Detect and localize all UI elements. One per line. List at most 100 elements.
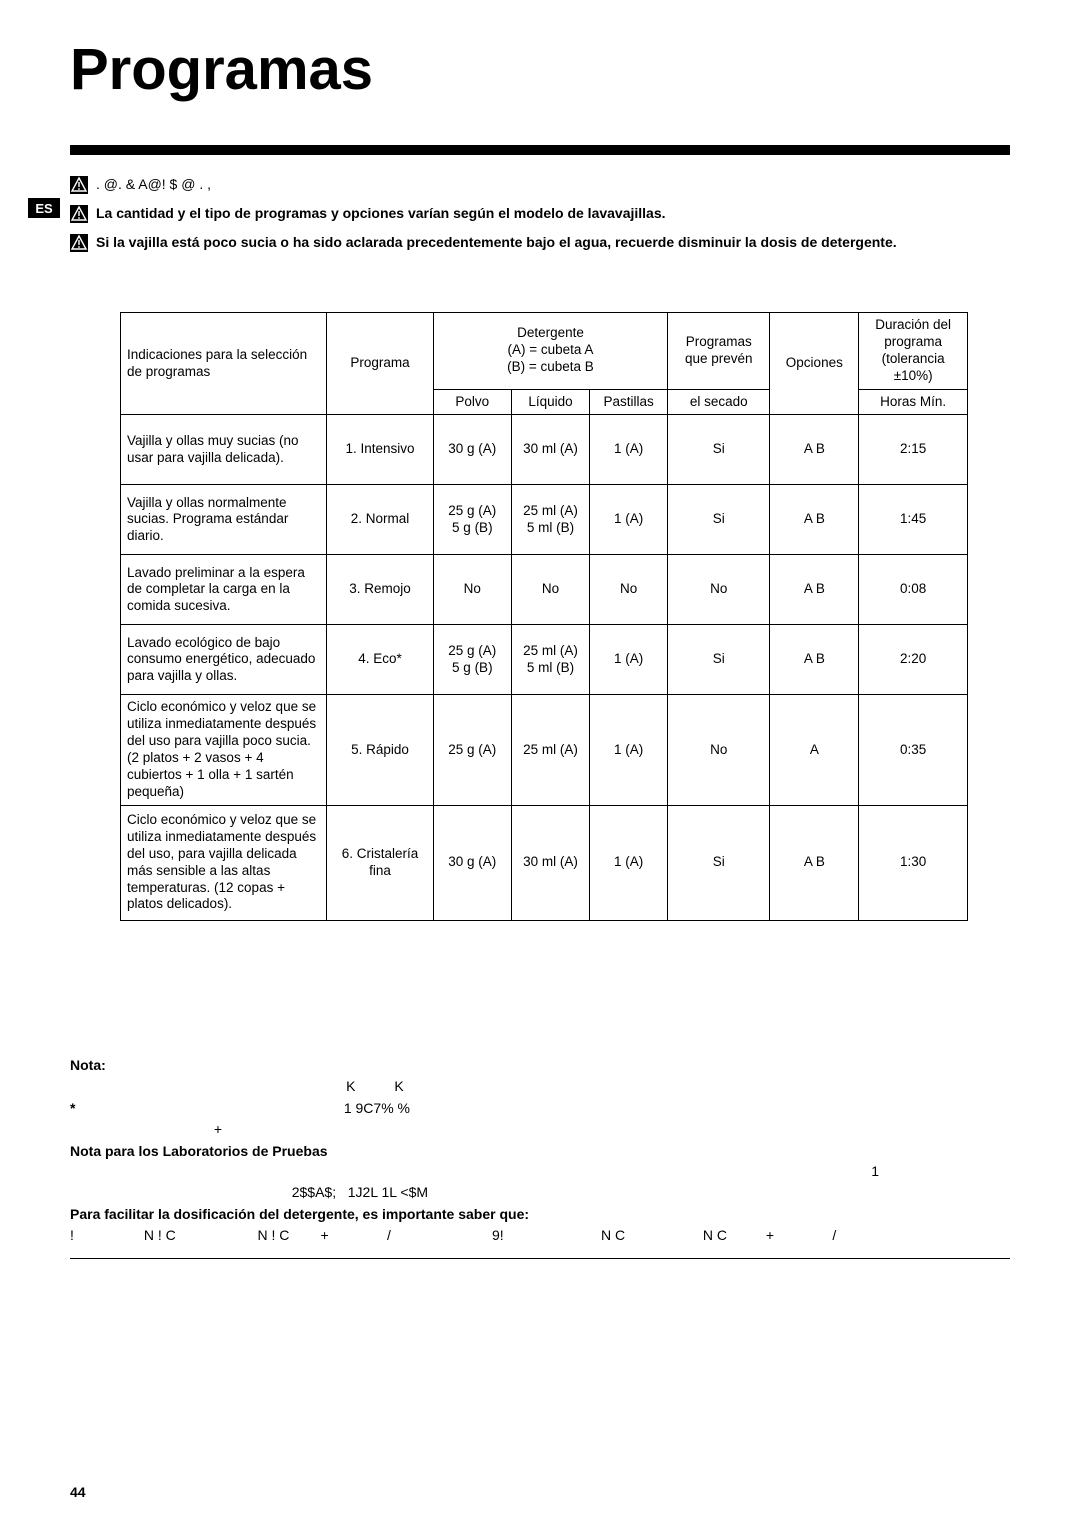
hdr-programa: Programa xyxy=(327,313,433,415)
cell-pastillas: 1 (A) xyxy=(590,695,668,805)
cell-pastillas: 1 (A) xyxy=(590,415,668,485)
cell-desc: Ciclo económico y veloz que se utiliza i… xyxy=(121,695,327,805)
cell-polvo: 25 g (A)5 g (B) xyxy=(433,485,511,555)
cell-prog: 5. Rápido xyxy=(327,695,433,805)
nota-garbled-plus: + xyxy=(70,1120,1010,1140)
hdr-dur-bottom: Horas Mín. xyxy=(859,389,968,415)
cell-polvo: No xyxy=(433,555,511,625)
thick-divider xyxy=(70,145,1010,155)
notice-text-2: Si la vajilla está poco sucia o ha sido … xyxy=(96,233,1010,252)
table-row: Ciclo económico y veloz que se utiliza i… xyxy=(121,805,968,920)
cell-dur: 2:20 xyxy=(859,625,968,695)
cell-polvo: 25 g (A) xyxy=(433,695,511,805)
table-row: Vajilla y ollas muy sucias (no usar para… xyxy=(121,415,968,485)
cell-desc: Ciclo económico y veloz que se utiliza i… xyxy=(121,805,327,920)
lab-title: Nota para los Laboratorios de Pruebas xyxy=(70,1143,328,1159)
cell-liquido: 25 ml (A)5 ml (B) xyxy=(511,625,589,695)
cell-opts: A xyxy=(770,695,859,805)
cell-opts: A B xyxy=(770,805,859,920)
cell-prev: No xyxy=(668,555,770,625)
cell-dur: 1:30 xyxy=(859,805,968,920)
notes-divider xyxy=(70,1258,1010,1259)
nota-garbled-lab: 2$$A$; 1J2L 1L <$M xyxy=(70,1183,1010,1203)
hdr-pastillas: Pastillas xyxy=(590,389,668,415)
cell-prev: Si xyxy=(668,415,770,485)
notice-row-0: . @. & A@! $ @ . , xyxy=(70,175,1010,194)
nota-garbled-dosis: ! N ! C N ! C + / 9! N C N C + / xyxy=(70,1226,1010,1246)
page-number: 44 xyxy=(70,1484,86,1500)
hdr-prev-top: Programas que prevén xyxy=(668,313,770,390)
programs-table-wrap: Indicaciones para la selección de progra… xyxy=(120,312,968,921)
cell-liquido: 30 ml (A) xyxy=(511,415,589,485)
hdr-polvo: Polvo xyxy=(433,389,511,415)
cell-desc: Vajilla y ollas normalmente sucias. Prog… xyxy=(121,485,327,555)
cell-dur: 2:15 xyxy=(859,415,968,485)
page-root: Programas ES . @. & A@! $ @ . xyxy=(0,0,1080,1528)
page-heading: Programas xyxy=(70,36,1010,103)
hdr-indicaciones: Indicaciones para la selección de progra… xyxy=(121,313,327,415)
cell-liquido: 25 ml (A)5 ml (B) xyxy=(511,485,589,555)
cell-opts: A B xyxy=(770,555,859,625)
cell-desc: Lavado preliminar a la espera de complet… xyxy=(121,555,327,625)
notices-block: . @. & A@! $ @ . , xyxy=(70,175,1010,252)
nota-garbled-ref: 1 9C7% % xyxy=(79,1100,410,1116)
language-badge: ES xyxy=(28,198,60,218)
notice-garbled-1: . @. & A@! $ @ . , xyxy=(96,175,1010,194)
notice-row-2: Si la vajilla está poco sucia o ha sido … xyxy=(70,233,1010,252)
hdr-detergente-a: (A) = cubeta A xyxy=(440,342,662,359)
notice-row-1: La cantidad y el tipo de programas y opc… xyxy=(70,204,1010,223)
cell-desc: Lavado ecológico de bajo consumo energét… xyxy=(121,625,327,695)
hdr-opciones: Opciones xyxy=(770,313,859,415)
hdr-dur-top: Duración del programa (tolerancia ±10%) xyxy=(859,313,968,390)
cell-dur: 1:45 xyxy=(859,485,968,555)
cell-dur: 0:35 xyxy=(859,695,968,805)
hdr-prev-bottom: el secado xyxy=(668,389,770,415)
cell-prev: Si xyxy=(668,485,770,555)
cell-dur: 0:08 xyxy=(859,555,968,625)
programs-table: Indicaciones para la selección de progra… xyxy=(120,312,968,921)
cell-pastillas: 1 (A) xyxy=(590,805,668,920)
cell-prev: No xyxy=(668,695,770,805)
hdr-liquido: Líquido xyxy=(511,389,589,415)
cell-prog: 6. Cristalería fina xyxy=(327,805,433,920)
cell-pastillas: No xyxy=(590,555,668,625)
cell-polvo: 30 g (A) xyxy=(433,805,511,920)
cell-opts: A B xyxy=(770,415,859,485)
star-char: * xyxy=(70,1100,75,1116)
cell-prog: 4. Eco* xyxy=(327,625,433,695)
warning-icon xyxy=(70,234,88,252)
table-row: Ciclo económico y veloz que se utiliza i… xyxy=(121,695,968,805)
cell-polvo: 25 g (A)5 g (B) xyxy=(433,625,511,695)
nota-title: Nota: xyxy=(70,1056,1010,1076)
cell-polvo: 30 g (A) xyxy=(433,415,511,485)
cell-prev: Si xyxy=(668,805,770,920)
hdr-detergente-b: (B) = cubeta B xyxy=(440,359,662,376)
nota-garbled-kk: K K xyxy=(70,1077,1010,1097)
cell-prog: 3. Remojo xyxy=(327,555,433,625)
nota-lab-row: Nota para los Laboratorios de Pruebas xyxy=(70,1142,1010,1181)
warning-icon xyxy=(70,205,88,223)
cell-liquido: 30 ml (A) xyxy=(511,805,589,920)
cell-liquido: 25 ml (A) xyxy=(511,695,589,805)
cell-opts: A B xyxy=(770,625,859,695)
notice-text-1: La cantidad y el tipo de programas y opc… xyxy=(96,204,1010,223)
cell-pastillas: 1 (A) xyxy=(590,485,668,555)
lab-trail: 1 xyxy=(70,1163,879,1179)
table-row: Lavado ecológico de bajo consumo energét… xyxy=(121,625,968,695)
notes-block: Nota: K K * 1 9C7% % xyxy=(70,1056,1010,1259)
hdr-detergente: Detergente (A) = cubeta A (B) = cubeta B xyxy=(433,313,668,390)
cell-liquido: No xyxy=(511,555,589,625)
hdr-detergente-top: Detergente xyxy=(440,325,662,342)
nota-star-line: * 1 9C7% % xyxy=(70,1099,1010,1119)
header-row-1: Indicaciones para la selección de progra… xyxy=(121,313,968,390)
cell-opts: A B xyxy=(770,485,859,555)
table-row: Vajilla y ollas normalmente sucias. Prog… xyxy=(121,485,968,555)
cell-prev: Si xyxy=(668,625,770,695)
dosis-title: Para facilitar la dosificación del deter… xyxy=(70,1205,1010,1225)
cell-prog: 2. Normal xyxy=(327,485,433,555)
cell-prog: 1. Intensivo xyxy=(327,415,433,485)
cell-pastillas: 1 (A) xyxy=(590,625,668,695)
cell-desc: Vajilla y ollas muy sucias (no usar para… xyxy=(121,415,327,485)
warning-icon xyxy=(70,176,88,194)
programs-tbody: Vajilla y ollas muy sucias (no usar para… xyxy=(121,415,968,920)
